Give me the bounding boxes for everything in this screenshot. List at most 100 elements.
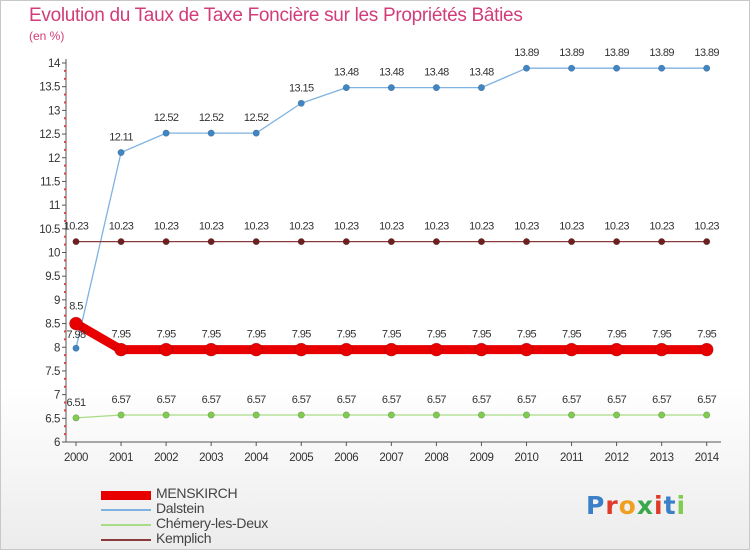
y-minor-tick (64, 125, 66, 128)
data-label: 7.95 (697, 329, 716, 341)
y-tick-label: 14 (48, 58, 61, 70)
data-labels-layer: 8.5 7.95 7.95 7.95 7.95 7.95 7.95 7.95 7.95 7.95 7… (64, 47, 720, 409)
y-minor-tick (64, 409, 66, 412)
series-point (522, 64, 530, 72)
y-minor-tick (64, 196, 66, 199)
data-label: 7.95 (112, 329, 131, 341)
data-label: 7.95 (337, 329, 356, 341)
y-minor-tick (64, 433, 66, 436)
data-label: 6.57 (427, 394, 446, 406)
logo-letter: i (654, 491, 664, 520)
data-label: 10.23 (469, 221, 494, 233)
data-label: 6.57 (607, 394, 626, 406)
x-tick-label: 2001 (109, 452, 133, 464)
y-tick-label: 12.5 (39, 129, 60, 141)
data-label: 8.5 (69, 301, 83, 313)
series-point (387, 411, 395, 419)
x-tick-label: 2003 (199, 452, 223, 464)
series-point (207, 238, 215, 246)
y-minor-tick (64, 172, 66, 175)
series-point (162, 411, 170, 419)
y-minor-tick (64, 338, 66, 341)
data-label: 6.57 (247, 394, 266, 406)
y-minor-tick (64, 148, 66, 151)
data-label: 10.23 (649, 221, 674, 233)
data-label: 6.57 (112, 394, 131, 406)
x-tick-label: 2000 (64, 452, 88, 464)
series-point (703, 64, 711, 72)
data-label: 7.95 (517, 329, 536, 341)
series-point (297, 99, 305, 107)
data-label: 12.52 (199, 112, 224, 124)
series-point (432, 238, 440, 246)
x-tick-label: 2008 (424, 452, 448, 464)
data-label: 6.57 (562, 394, 581, 406)
y-minor-tick (64, 93, 66, 96)
series-point (519, 342, 534, 357)
series-point (294, 342, 309, 357)
y-tick-label: 10 (48, 248, 60, 260)
x-tick-label: 2013 (650, 452, 674, 464)
y-minor-tick (64, 117, 66, 120)
data-label: 7.95 (472, 329, 491, 341)
series-point (609, 342, 624, 357)
x-tick-label: 2011 (560, 452, 583, 464)
legend-swatch-dalstein (101, 509, 151, 511)
legend-swatch-menskirch (101, 491, 151, 500)
logo-letter: r (605, 491, 619, 520)
y-minor-tick (64, 69, 66, 72)
series-point (387, 84, 395, 92)
data-label: 13.15 (289, 82, 314, 94)
y-tick-label: 12 (48, 153, 60, 165)
series-point (117, 411, 125, 419)
series-point (387, 238, 395, 246)
series-point (568, 411, 576, 419)
logo-letter: x (636, 491, 654, 520)
data-label: 7.95 (382, 329, 401, 341)
series-point (252, 238, 260, 246)
legend-label-menskirch: MENSKIRCH (156, 485, 238, 501)
chart-title: Evolution du Taux de Taxe Foncière sur l… (29, 5, 523, 26)
series-point (117, 149, 125, 157)
y-tick-label: 6 (54, 437, 60, 449)
series-point (297, 238, 305, 246)
y-minor-tick (64, 267, 66, 270)
series-point (342, 411, 350, 419)
series-point (249, 342, 263, 357)
series-point (432, 84, 440, 92)
y-tick-label: 11 (49, 200, 60, 212)
series-point (568, 64, 576, 72)
y-minor-tick (64, 362, 66, 365)
data-label: 7.95 (427, 329, 446, 341)
data-label: 10.23 (514, 221, 539, 233)
y-minor-tick (64, 290, 66, 293)
legend-swatch-chemery (101, 524, 151, 526)
series-point (522, 411, 530, 419)
data-label: 10.23 (424, 221, 449, 233)
series-point (339, 342, 354, 357)
series-point (162, 129, 170, 137)
series-point (477, 84, 485, 92)
y-minor-tick (64, 164, 66, 167)
logo-letter: o (618, 491, 637, 520)
y-tick-label: 11.5 (40, 176, 60, 188)
data-label: 7.95 (292, 329, 311, 341)
y-tick-label: 13.5 (39, 82, 60, 94)
y-minor-tick (64, 140, 66, 143)
series-point (72, 344, 80, 352)
data-label: 7.95 (562, 329, 581, 341)
y-minor-tick (64, 330, 66, 333)
data-label: 13.48 (469, 67, 494, 79)
series-point (658, 411, 666, 419)
series-point (207, 129, 215, 137)
data-label: 13.89 (649, 47, 674, 59)
series-point (72, 238, 80, 246)
series-layer (69, 64, 714, 422)
data-label: 6.57 (337, 394, 356, 406)
series-point (699, 342, 714, 357)
data-label: 6.57 (202, 394, 221, 406)
y-tick-label: 9 (54, 295, 60, 307)
data-label: 12.11 (109, 132, 133, 144)
